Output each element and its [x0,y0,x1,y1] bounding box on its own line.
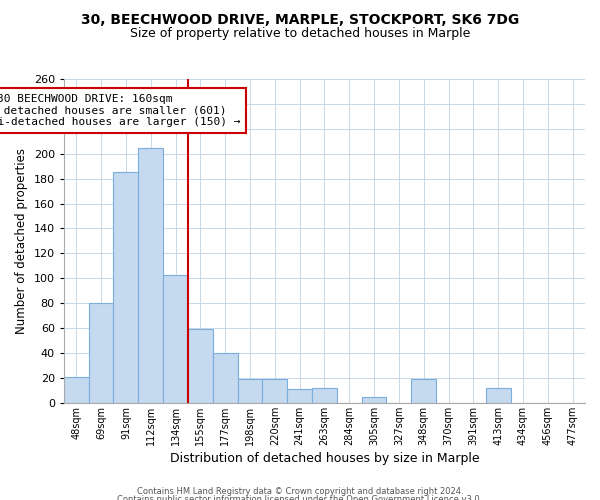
Bar [163,274,188,403]
Text: Contains public sector information licensed under the Open Government Licence v3: Contains public sector information licen… [118,495,482,500]
Text: Size of property relative to detached houses in Marple: Size of property relative to detached ho… [130,28,470,40]
Bar [486,388,511,403]
Text: Contains HM Land Registry data © Crown copyright and database right 2024.: Contains HM Land Registry data © Crown c… [137,488,463,496]
Bar [411,379,436,403]
Bar [287,389,312,403]
Bar [213,353,238,403]
Bar [238,379,262,403]
Bar [262,379,287,403]
Bar [89,303,113,403]
Bar [362,396,386,403]
Bar [138,148,163,403]
Bar [312,388,337,403]
Bar [113,172,138,403]
Bar [64,376,89,403]
Text: 30, BEECHWOOD DRIVE, MARPLE, STOCKPORT, SK6 7DG: 30, BEECHWOOD DRIVE, MARPLE, STOCKPORT, … [81,12,519,26]
Text: 30 BEECHWOOD DRIVE: 160sqm
← 80% of detached houses are smaller (601)
20% of sem: 30 BEECHWOOD DRIVE: 160sqm ← 80% of deta… [0,94,240,127]
Bar [188,330,213,403]
X-axis label: Distribution of detached houses by size in Marple: Distribution of detached houses by size … [170,452,479,465]
Y-axis label: Number of detached properties: Number of detached properties [15,148,28,334]
